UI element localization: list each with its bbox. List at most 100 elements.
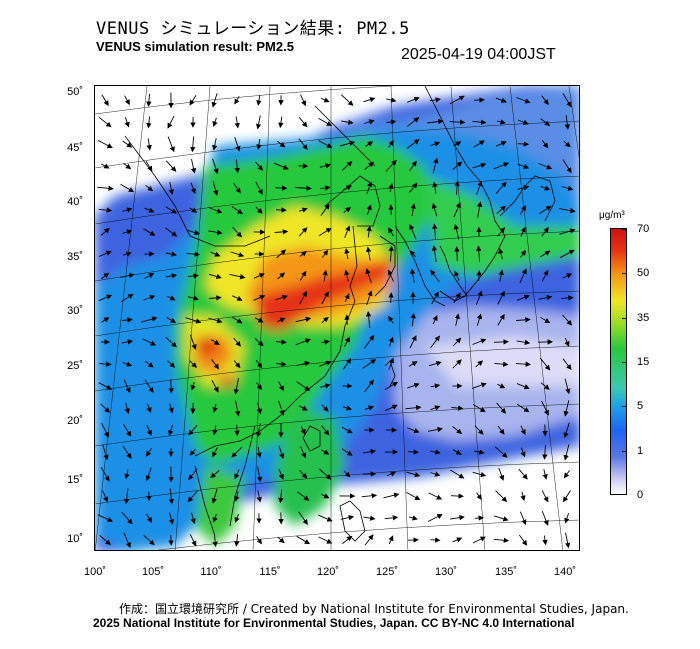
wind-arrow [165, 273, 178, 279]
wind-arrow [253, 273, 265, 279]
wind-arrow [520, 491, 526, 502]
wind-arrow [540, 250, 551, 258]
wind-vectors [97, 92, 576, 549]
wind-arrow [408, 361, 418, 367]
wind-arrow [234, 534, 240, 547]
wind-arrow [124, 469, 130, 480]
wind-arrow [518, 468, 528, 480]
wind-arrow [364, 405, 375, 411]
wind-arrow [495, 490, 508, 503]
wind-arrow [298, 469, 308, 479]
wind-arrow [168, 403, 174, 414]
wind-arrow [121, 339, 134, 345]
wind-arrow [430, 335, 440, 349]
wind-arrow [517, 141, 530, 147]
lat-tick-label: 25˚ [67, 360, 83, 372]
wind-arrow [146, 116, 152, 129]
wind-arrow [452, 359, 462, 369]
colorbar [610, 228, 627, 495]
wind-arrow [232, 295, 243, 301]
wind-arrow [234, 491, 240, 502]
wind-arrow [409, 250, 417, 258]
wind-arrow [145, 160, 153, 172]
wind-arrow [517, 163, 530, 169]
wind-arrow [365, 246, 372, 261]
wind-arrow [168, 488, 175, 505]
wind-arrow [278, 468, 284, 480]
wind-arrow [99, 535, 111, 546]
wind-arrow [407, 96, 420, 103]
wind-arrow [472, 338, 487, 345]
wind-arrow [388, 336, 394, 347]
wind-arrow [428, 360, 442, 367]
lon-tick-label: 105˚ [141, 566, 165, 578]
wind-arrow [406, 492, 421, 501]
wind-arrow [208, 273, 222, 280]
wind-arrow [495, 181, 507, 194]
wind-arrow [212, 447, 218, 458]
wind-arrow [319, 360, 332, 367]
wind-arrow [363, 97, 376, 103]
wind-arrow [321, 316, 329, 323]
wind-arrow [256, 95, 262, 106]
wind-arrow [366, 290, 373, 305]
wind-arrow [190, 159, 197, 174]
wind-arrow [234, 159, 240, 174]
wind-arrow [321, 291, 329, 305]
wind-arrow [409, 268, 416, 283]
wind-arrow [295, 185, 312, 191]
wind-arrow [432, 315, 438, 325]
wind-arrow [386, 471, 397, 477]
wind-arrow [408, 182, 418, 193]
wind-arrow [542, 445, 548, 460]
wind-arrow [319, 163, 331, 169]
wind-arrow [362, 449, 376, 455]
wind-arrow [318, 118, 333, 127]
lat-tick-label: 30˚ [67, 305, 83, 317]
wind-arrow [124, 402, 130, 415]
wind-arrow [276, 249, 287, 259]
wind-arrow [100, 163, 110, 169]
lon-tick-label: 130˚ [434, 566, 458, 578]
wind-arrow [563, 400, 570, 417]
wind-arrow [361, 493, 378, 499]
wind-arrow [101, 422, 109, 438]
wind-arrow [344, 225, 351, 238]
wind-arrow [211, 379, 219, 393]
wind-arrow [409, 335, 417, 349]
wind-arrow [274, 294, 288, 301]
wind-arrow [123, 532, 131, 549]
wind-arrow [408, 515, 418, 521]
wind-arrow [278, 116, 284, 129]
wind-arrow [516, 339, 531, 345]
wind-arrow [515, 361, 531, 367]
wind-arrow [520, 205, 527, 215]
wind-arrow [474, 449, 485, 455]
wind-arrow [564, 532, 571, 549]
wind-arrow [190, 402, 196, 414]
wind-arrow [497, 290, 505, 305]
wind-arrow [211, 93, 218, 108]
wind-arrow [541, 269, 549, 282]
wind-arrow [366, 181, 373, 194]
wind-arrow [388, 535, 394, 545]
wind-arrow [122, 361, 133, 367]
wind-arrow [340, 94, 354, 106]
wind-arrow [495, 97, 507, 103]
wind-arrow [166, 317, 177, 323]
wind-arrow [343, 357, 352, 370]
colorbar-unit: μg/m³ [599, 210, 625, 221]
wind-arrow [362, 359, 377, 369]
wind-arrow [298, 405, 308, 411]
wind-arrow [428, 492, 443, 500]
wind-arrow [384, 404, 398, 412]
wind-arrow [407, 117, 420, 127]
wind-arrow [168, 424, 174, 436]
wind-arrow [542, 468, 548, 480]
wind-arrow [564, 115, 570, 130]
wind-arrow [430, 449, 441, 455]
wind-arrow [277, 272, 286, 280]
wind-arrow [407, 382, 420, 389]
wind-arrow [273, 162, 289, 170]
map-canvas [95, 86, 579, 550]
